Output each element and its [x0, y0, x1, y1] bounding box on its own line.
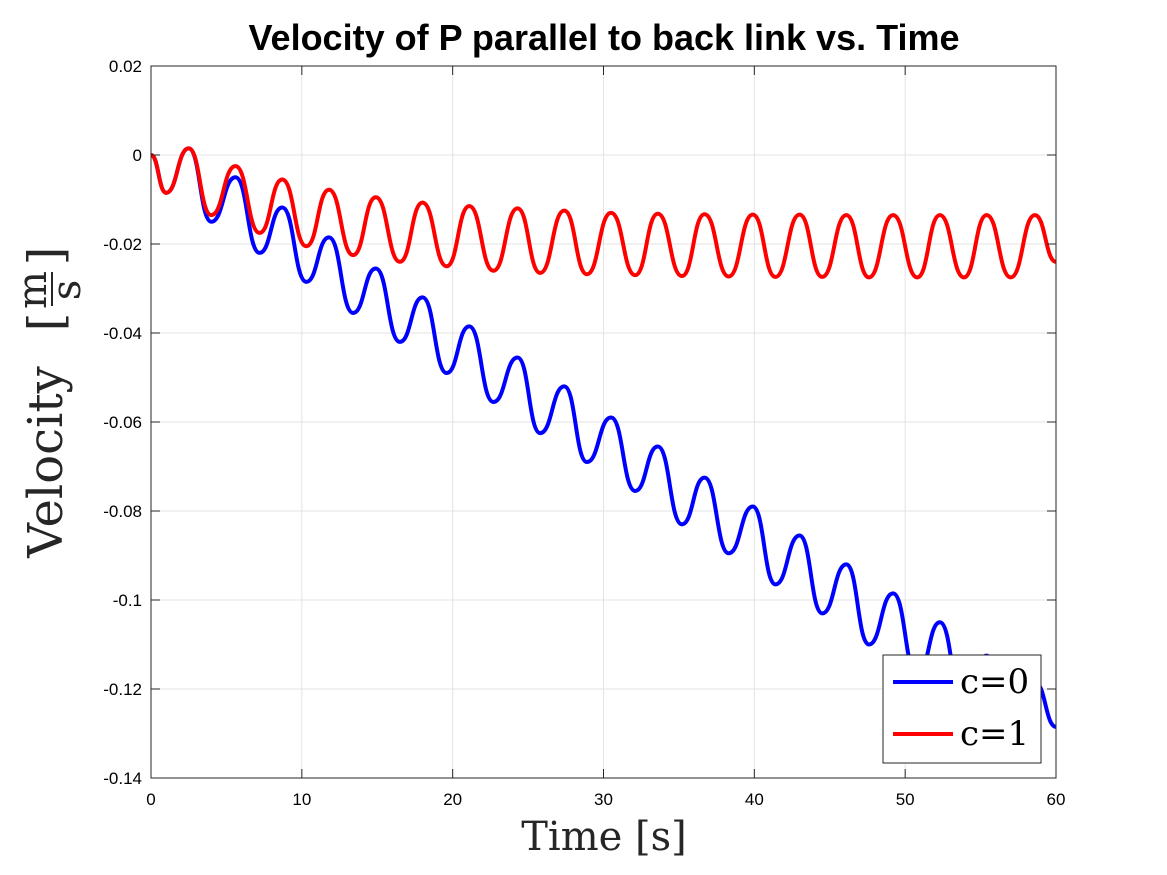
x-ticks: [150, 66, 1057, 778]
x-tick-label: 10: [292, 790, 311, 809]
y-tick-label: -0.14: [103, 769, 142, 788]
y-tick-label: -0.02: [103, 235, 142, 254]
x-axis-label: Time [s]: [521, 814, 687, 860]
y-tick-labels: 0.02 0 -0.02 -0.04 -0.06 -0.08 -0.1 -0.12 -0.14: [103, 57, 142, 788]
legend-label-c0: c=0: [960, 662, 1029, 702]
y-tick-label: -0.08: [103, 502, 142, 521]
y-axis-label-text: Velocity: [18, 366, 74, 559]
x-tick-label: 50: [896, 790, 915, 809]
y-tick-label: 0.02: [109, 57, 142, 76]
y-tick-label: -0.1: [113, 591, 142, 610]
series-line-c0: [149, 146, 1057, 736]
x-tick-label: 20: [443, 790, 462, 809]
y-axis-bracket-right: ]: [18, 247, 74, 266]
y-axis-bracket-left: [: [18, 313, 74, 332]
series-lines: [149, 146, 1057, 736]
y-axis-label: Velocity [ m s ]: [10, 247, 90, 559]
y-axis-unit-denominator: s: [44, 280, 90, 301]
x-tick-label: 30: [594, 790, 613, 809]
y-ticks: [151, 65, 1056, 779]
legend: c=0 c=1: [882, 654, 1042, 764]
y-tick-label: -0.04: [103, 324, 142, 343]
x-tick-label: 0: [146, 790, 155, 809]
y-axis-unit-numerator: m: [10, 271, 56, 309]
x-tick-labels: 0 10 20 30 40 50 60: [146, 790, 1065, 809]
y-tick-label: -0.06: [103, 413, 142, 432]
y-tick-label: -0.12: [103, 680, 142, 699]
x-tick-label: 60: [1047, 790, 1066, 809]
legend-box: [882, 654, 1042, 764]
y-tick-label: 0: [133, 146, 142, 165]
chart-title: Velocity of P parallel to back link vs. …: [249, 17, 960, 58]
x-tick-label: 40: [745, 790, 764, 809]
legend-label-c1: c=1: [960, 714, 1029, 754]
series-line-c1: [149, 146, 1057, 280]
